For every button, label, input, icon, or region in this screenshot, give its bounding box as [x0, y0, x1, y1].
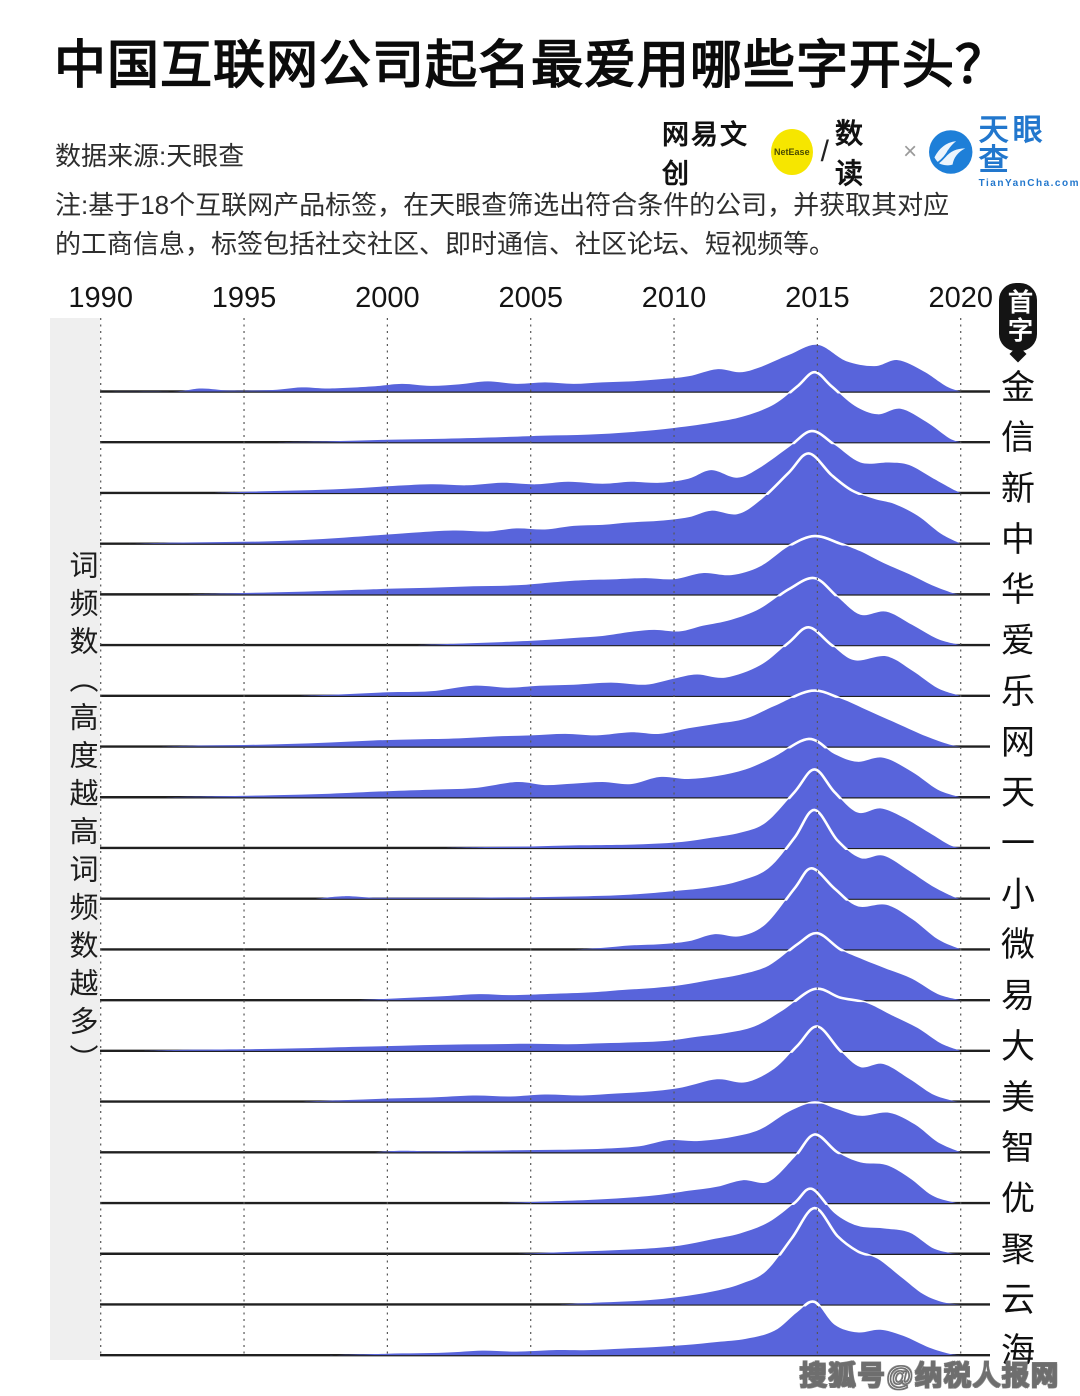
ridge-area-美	[301, 1026, 961, 1102]
row-label-海: 海	[1001, 1332, 1035, 1371]
row-label-华: 华	[1001, 571, 1035, 610]
ridge-area-爱	[416, 577, 961, 646]
sohu-watermark: 搜狐号@纳税人报网	[799, 1360, 1060, 1391]
shudu-logo: 数读	[834, 118, 866, 189]
slash-divider: /	[820, 135, 829, 168]
ridge-outline-微	[783, 866, 851, 901]
y-axis-band	[50, 318, 100, 1360]
row-label-中: 中	[1001, 520, 1035, 559]
ridge-outline-优	[795, 1133, 844, 1155]
ridge-area-一	[444, 769, 961, 848]
ridge-area-海	[330, 1301, 961, 1356]
ridge-area-聚	[516, 1188, 961, 1254]
row-label-聚: 聚	[1001, 1230, 1035, 1269]
ridge-outline-云	[777, 1206, 875, 1256]
row-label-小: 小	[1001, 875, 1035, 914]
ridge-outline-华	[787, 534, 851, 546]
row-label-网: 网	[1001, 723, 1035, 762]
row-label-乐: 乐	[1001, 672, 1035, 711]
ridge-outline-爱	[775, 576, 839, 597]
x-tick-label-2010: 2010	[641, 282, 707, 314]
ridge-area-信	[272, 372, 961, 443]
netease-yellow-badge-icon: NetEase	[771, 129, 813, 175]
row-label-优: 优	[1001, 1180, 1035, 1219]
note-line-2: 的工商信息，标签包括社交社区、即时通信、社区论坛、短视频等。	[55, 229, 836, 259]
page-title: 中国互联网公司起名最爱用哪些字开头？	[54, 37, 1009, 95]
ridge-area-新	[215, 431, 961, 493]
ridge-outline-金	[101, 345, 961, 392]
row-label-一: 一	[1001, 824, 1035, 863]
x-tick-label-2005: 2005	[498, 282, 563, 314]
netease-badge-label: NetEase	[774, 147, 810, 157]
ridge-area-金	[100, 344, 961, 392]
ridge-area-优	[502, 1134, 961, 1204]
ridge-outline-信	[786, 370, 842, 394]
ridge-area-乐	[301, 627, 961, 696]
ridge-outline-海	[801, 1300, 822, 1307]
ridge-area-微	[573, 868, 961, 950]
note-line-1: 注:基于18个互联网产品标签，在天眼查筛选出符合条件的公司，并获取其对应	[55, 190, 950, 220]
ridge-outline-小	[783, 808, 850, 850]
tianyancha-wordmark: 天眼查 TianYanCha.com	[978, 113, 1080, 189]
logo-lockup: 网易文创 NetEase / 数读 × 天眼查 TianYanCha.com	[662, 115, 1080, 189]
ridge-outline-易	[786, 931, 848, 952]
ridge-outline-新	[790, 429, 837, 445]
methodology-note: 注:基于18个互联网产品标签，在天眼查筛选出符合条件的公司，并获取其对应 的工商…	[55, 186, 1035, 264]
row-label-大: 大	[1001, 1027, 1035, 1066]
x-tick-label-2020: 2020	[928, 282, 993, 314]
x-tick-label-2000: 2000	[355, 282, 420, 314]
ridge-outline-中	[764, 452, 867, 495]
y-axis-label: 词频数（高度越高词频数越多）	[65, 550, 97, 1082]
data-source-label: 数据来源:天眼查	[55, 141, 245, 171]
x-tick-label-2015: 2015	[785, 282, 850, 314]
ridge-outline-美	[788, 1025, 845, 1053]
x-tick-label-1995: 1995	[211, 282, 277, 314]
ridge-area-大	[143, 988, 961, 1051]
row-label-微: 微	[1001, 926, 1035, 965]
ridge-outline-网	[788, 689, 843, 698]
ridge-outline-天	[785, 737, 829, 749]
row-label-天: 天	[1001, 774, 1035, 813]
ridge-area-云	[559, 1208, 961, 1305]
ridge-area-华	[186, 536, 961, 595]
row-label-云: 云	[1001, 1281, 1035, 1320]
ridge-outline-乐	[781, 626, 837, 648]
row-label-美: 美	[1001, 1078, 1035, 1117]
x-tick-label-1990: 1990	[68, 282, 133, 314]
first-char-badge-label: 首字	[1004, 289, 1033, 345]
netease-wenchuang-logo: 网易文创	[662, 120, 749, 189]
ridge-area-网	[158, 690, 961, 747]
row-label-金: 金	[1001, 368, 1035, 407]
row-label-智: 智	[1001, 1129, 1035, 1168]
ridge-area-中	[129, 453, 961, 544]
ridge-outline-一	[786, 768, 844, 800]
row-label-信: 信	[1001, 419, 1035, 458]
tianyancha-logo-icon	[929, 130, 973, 174]
ridge-area-天	[158, 738, 961, 798]
ridge-area-易	[358, 933, 961, 1001]
ridge-outline-大	[791, 987, 869, 1003]
ridge-area-智	[373, 1102, 961, 1153]
row-label-易: 易	[1001, 977, 1035, 1016]
tianyancha-url-label: TianYanCha.com	[978, 177, 1080, 189]
first-char-badge: 首字	[999, 283, 1037, 351]
ridge-area-小	[315, 809, 961, 899]
ridge-outline-聚	[789, 1187, 829, 1206]
row-label-爱: 爱	[1001, 622, 1035, 661]
collab-times-icon: ×	[903, 138, 918, 165]
tianyancha-name: 天眼查	[978, 113, 1047, 177]
row-label-新: 新	[1001, 469, 1035, 508]
ridge-outline-智	[803, 1101, 827, 1104]
